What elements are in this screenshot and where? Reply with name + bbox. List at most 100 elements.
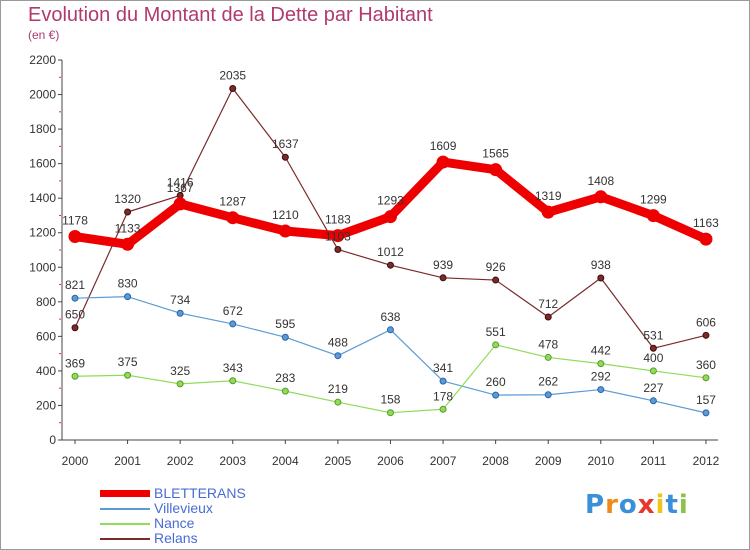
data-label: 178 [433,389,453,403]
data-label: 1012 [377,245,404,259]
data-label: 1319 [535,189,562,203]
data-point-villevieux [176,309,184,317]
data-point-relans [597,274,605,282]
data-label: 227 [643,381,663,395]
logo-letter: i [678,490,689,520]
data-label: 1183 [325,213,351,227]
data-label: 1103 [325,229,351,243]
data-label: 1163 [693,216,719,230]
data-point-bletterans [331,229,345,243]
data-point-nance [229,377,237,385]
y-tick-label: 2000 [29,88,56,102]
data-label: 1408 [587,174,614,188]
data-point-nance [439,405,447,413]
data-label: 595 [275,317,295,331]
logo-letter: r [605,490,619,520]
data-point-villevieux [544,391,552,399]
data-label: 531 [643,328,663,342]
data-point-villevieux [334,352,342,360]
legend-swatch [100,508,150,510]
legend-label: Villevieux [154,500,213,516]
x-tick-label: 2011 [640,454,666,468]
data-point-relans [281,153,289,161]
x-tick-label: 2006 [377,454,404,468]
data-point-villevieux [439,377,447,385]
data-label: 734 [170,293,190,307]
data-label: 638 [380,310,400,324]
logo-letter: t [665,490,679,520]
data-point-villevieux [649,397,657,405]
x-tick-label: 2007 [430,454,457,468]
data-point-villevieux [702,409,710,417]
y-tick-label: 1000 [29,260,56,274]
data-point-relans [702,331,710,339]
data-point-bletterans [226,211,240,225]
x-tick-label: 2012 [693,454,720,468]
legend-label: BLETTERANS [154,485,246,501]
x-tick-label: 2009 [535,454,562,468]
data-point-villevieux [281,333,289,341]
data-point-bletterans [383,210,397,224]
data-label: 1287 [219,195,246,209]
y-tick-label: 800 [36,295,56,309]
data-label: 262 [538,375,558,389]
data-point-villevieux [492,391,500,399]
data-label: 400 [643,351,663,365]
y-tick-label: 200 [36,398,56,412]
data-label: 938 [591,258,611,272]
data-point-bletterans [173,197,187,211]
data-label: 219 [328,382,348,396]
data-label: 478 [538,337,558,351]
legend-swatch [100,490,150,497]
data-label: 157 [696,393,716,407]
data-label: 341 [433,361,453,375]
logo-letter: x [637,490,656,520]
data-label: 926 [486,260,506,274]
data-point-villevieux [71,294,79,302]
data-point-bletterans [699,232,713,246]
data-label: 260 [486,375,506,389]
data-point-bletterans [68,230,82,244]
data-point-relans [544,313,552,321]
data-label: 1320 [114,192,141,206]
data-point-nance [386,409,394,417]
data-label: 1367 [167,181,194,195]
data-label: 672 [223,304,243,318]
data-label: 325 [170,364,190,378]
y-tick-label: 400 [36,364,56,378]
data-point-relans [492,276,500,284]
data-label: 1416 [167,175,194,189]
x-tick-label: 2002 [167,454,194,468]
data-point-relans [649,344,657,352]
x-tick-label: 2004 [272,454,299,468]
x-tick-label: 2008 [482,454,509,468]
data-point-bletterans [121,237,135,251]
y-tick-label: 1400 [29,191,56,205]
data-label: 360 [696,358,716,372]
data-label: 712 [538,297,558,311]
logo-letter: P [585,490,606,520]
data-label: 606 [696,315,716,329]
data-point-nance [702,374,710,382]
legend-label: Nance [154,515,195,531]
data-point-relans [439,274,447,282]
data-label: 1133 [115,221,141,235]
data-point-nance [281,387,289,395]
data-point-relans [386,261,394,269]
data-point-relans [71,324,79,332]
data-label: 821 [65,278,85,292]
data-label: 343 [223,361,243,375]
data-point-bletterans [594,190,608,204]
data-point-bletterans [278,224,292,238]
data-label: 830 [118,277,138,291]
chart-title: Evolution du Montant de la Dette par Hab… [28,4,433,26]
data-point-nance [124,371,132,379]
data-point-villevieux [597,386,605,394]
data-label: 283 [275,371,295,385]
data-point-relans [229,85,237,92]
x-tick-label: 2001 [114,454,141,468]
y-tick-label: 600 [36,329,56,343]
x-tick-label: 2000 [62,454,89,468]
data-label: 292 [591,370,611,384]
